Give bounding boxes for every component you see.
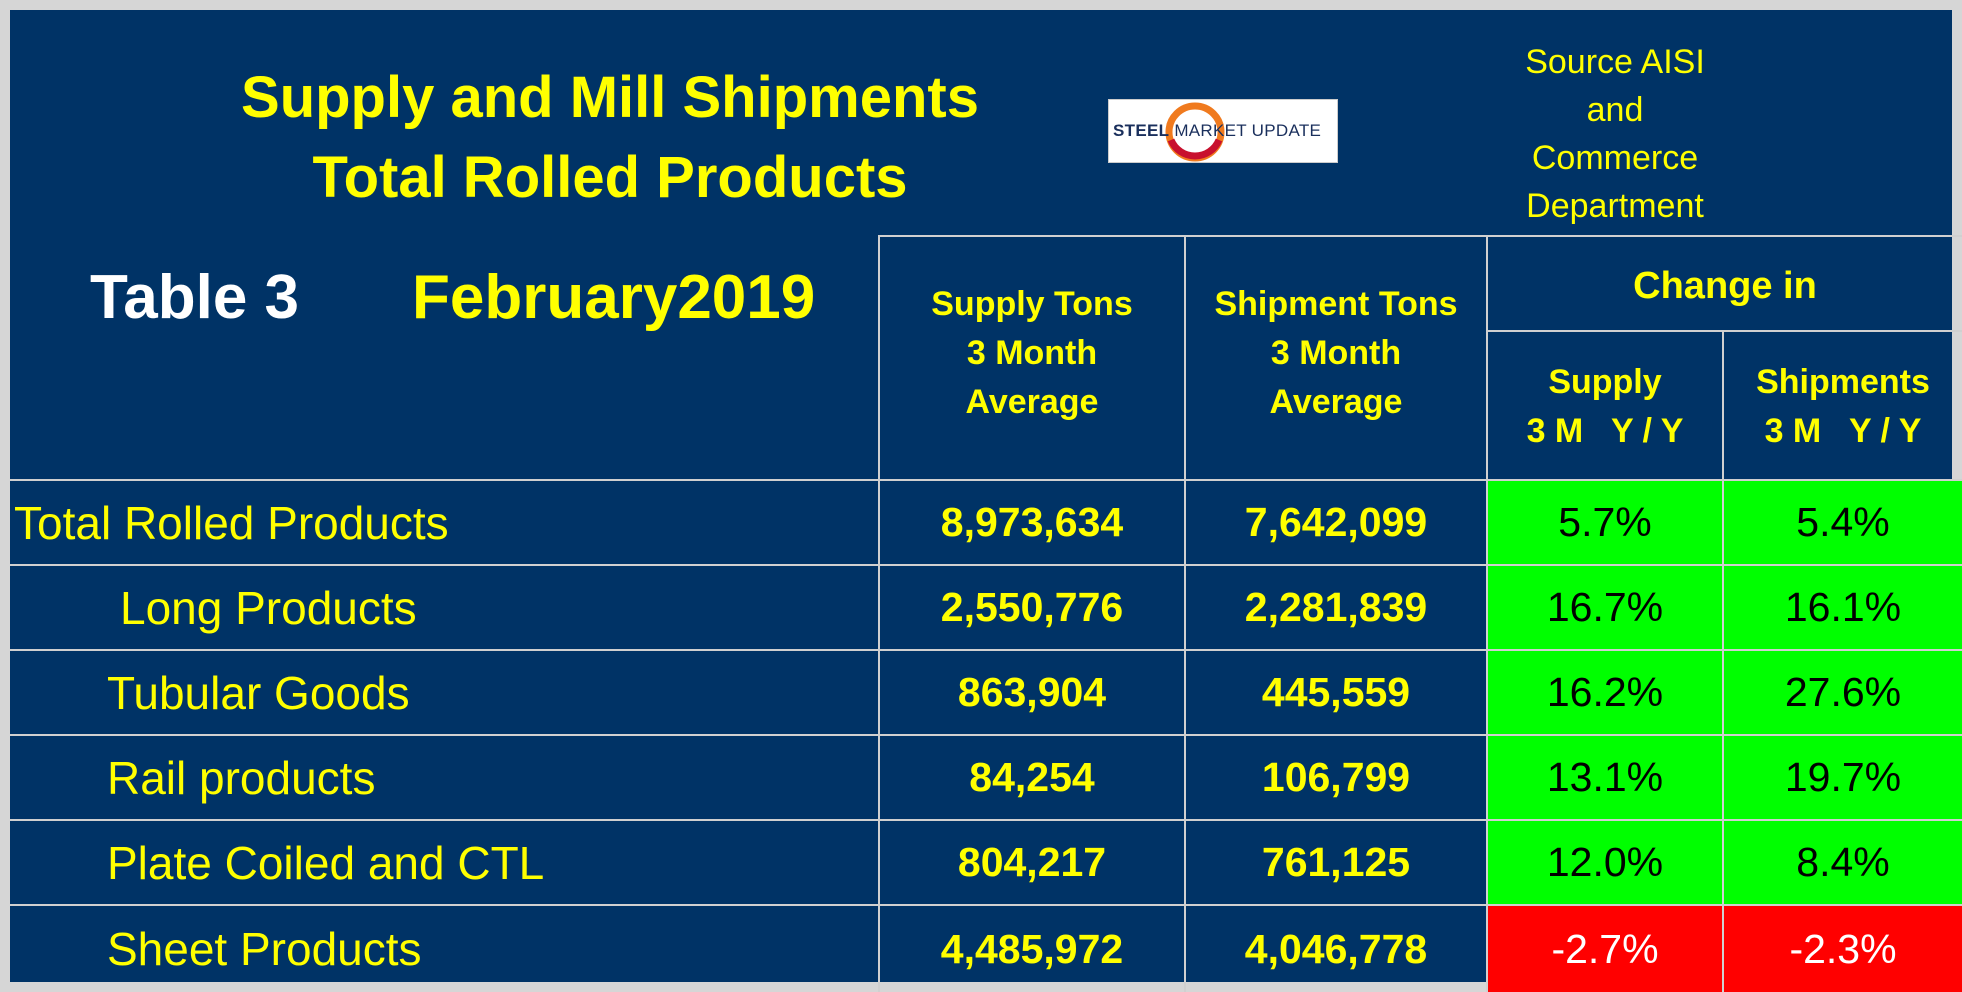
cell-supply-change: 16.7% — [1488, 566, 1722, 649]
cell-shipment-tons: 445,559 — [1261, 669, 1411, 715]
header-shipment-tons: Shipment Tons 3 Month Average — [1214, 285, 1458, 421]
cell-shipment-change: 16.1% — [1724, 566, 1962, 649]
change-in-divider — [1486, 330, 1962, 332]
header-change-in: Change in — [1633, 265, 1817, 307]
cell-shipment-tons: 761,125 — [1261, 839, 1411, 885]
cell-supply-change: 16.2% — [1488, 651, 1722, 734]
cell-shipment-change: 5.4% — [1724, 481, 1962, 564]
table-label: Table 3 — [90, 263, 300, 332]
row-border — [10, 819, 1962, 821]
source-line: Department — [1526, 187, 1704, 225]
table-date: February2019 — [412, 263, 816, 332]
source-line: and — [1586, 91, 1644, 129]
cell-supply-change: -2.7% — [1488, 906, 1722, 992]
cell-shipment-change: 27.6% — [1724, 651, 1962, 734]
cell-shipment-tons: 106,799 — [1261, 754, 1411, 800]
cell-supply-tons: 2,550,776 — [940, 584, 1124, 630]
source-note: Source AISI and Commerce Department — [1470, 38, 1760, 230]
source-line: Commerce — [1531, 139, 1699, 177]
row-label-total-rolled-products: Total Rolled Products — [14, 496, 449, 549]
cell-shipment-change: 19.7% — [1724, 736, 1962, 819]
cell-supply-tons: 863,904 — [957, 669, 1107, 715]
column-divider — [878, 235, 880, 992]
cell-supply-change: 12.0% — [1488, 821, 1722, 904]
row-label-long-products: Long Products — [120, 581, 417, 634]
row-border — [10, 564, 1962, 566]
column-divider — [1486, 235, 1488, 992]
cell-shipment-change: -2.3% — [1724, 906, 1962, 992]
column-divider — [1722, 330, 1724, 992]
title-line-2: Total Rolled Products — [312, 145, 908, 210]
cell-supply-tons: 804,217 — [957, 839, 1107, 885]
source-line: Source AISI — [1525, 43, 1705, 81]
page-title: Supply and Mill Shipments Total Rolled P… — [160, 58, 1060, 218]
cell-supply-tons: 84,254 — [969, 754, 1095, 800]
row-border — [10, 904, 1962, 906]
header-supply-tons: Supply Tons 3 Month Average — [931, 285, 1133, 421]
cell-shipment-tons: 7,642,099 — [1244, 499, 1428, 545]
logo-text: STEEL MARKET UPDATE — [1113, 121, 1322, 140]
header-change-shipments: Shipments 3 M Y / Y — [1756, 363, 1930, 450]
row-border — [10, 479, 1962, 481]
row-border — [10, 734, 1962, 736]
cell-shipment-tons: 4,046,778 — [1244, 925, 1428, 972]
cell-supply-tons: 8,973,634 — [940, 499, 1124, 545]
header-top-border — [878, 235, 1962, 237]
header-change-supply: Supply 3 M Y / Y — [1526, 363, 1684, 450]
cell-supply-change: 13.1% — [1488, 736, 1722, 819]
cell-supply-change: 5.7% — [1488, 481, 1722, 564]
row-label-plate-coiled-ctl: Plate Coiled and CTL — [107, 836, 545, 889]
cell-shipment-change: 8.4% — [1724, 821, 1962, 904]
row-label-tubular-goods: Tubular Goods — [107, 666, 410, 719]
row-label-rail-products: Rail products — [107, 751, 376, 804]
row-label-sheet-products: Sheet Products — [107, 923, 422, 975]
cell-shipment-tons: 2,281,839 — [1244, 584, 1428, 630]
row-border — [10, 649, 1962, 651]
title-line-1: Supply and Mill Shipments — [241, 65, 979, 130]
steel-market-update-logo: STEEL MARKET UPDATE — [1108, 99, 1338, 163]
column-divider — [1184, 235, 1186, 992]
cell-supply-tons: 4,485,972 — [940, 925, 1124, 972]
logo-swoosh-icon — [1165, 102, 1225, 162]
